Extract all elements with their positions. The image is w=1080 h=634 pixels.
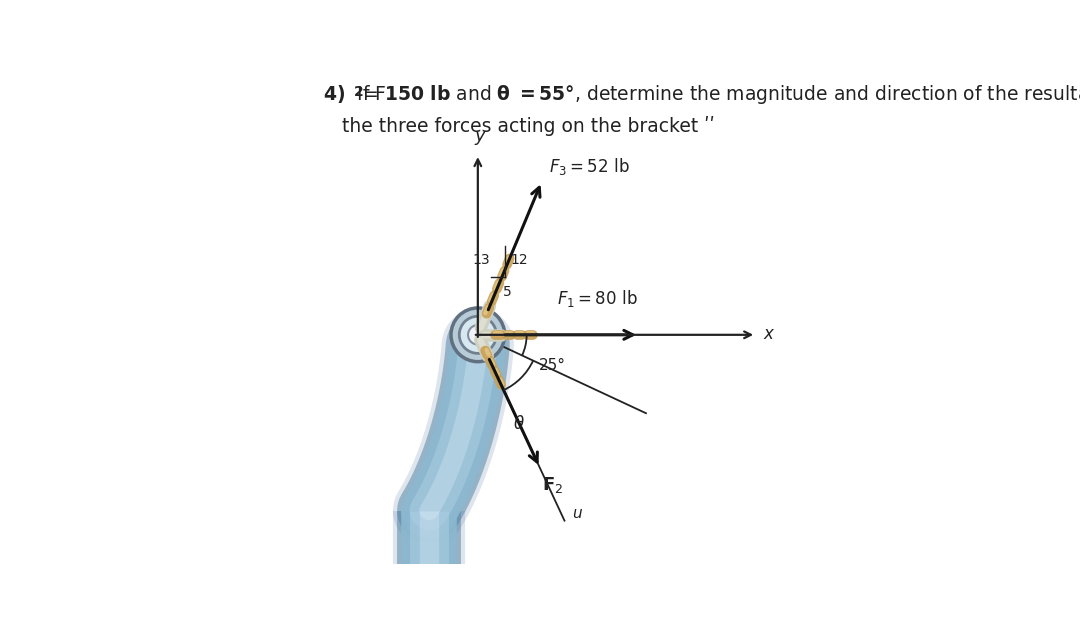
Ellipse shape <box>409 603 449 614</box>
Ellipse shape <box>402 608 456 623</box>
FancyBboxPatch shape <box>389 623 469 634</box>
Text: $\theta$: $\theta$ <box>513 415 525 434</box>
Circle shape <box>468 325 487 345</box>
Text: 12: 12 <box>511 252 528 266</box>
Text: 5: 5 <box>502 285 511 299</box>
Text: $x$: $x$ <box>764 325 775 343</box>
Text: $\mathbf{F}_2$: $\mathbf{F}_2$ <box>542 475 564 495</box>
Text: 13: 13 <box>472 252 490 266</box>
Text: = $\mathbf{150\ lb}$ and $\mathbf{\theta}$ $\mathbf{= 55°}$, determine the magni: = $\mathbf{150\ lb}$ and $\mathbf{\theta… <box>356 84 1080 107</box>
Ellipse shape <box>409 592 449 600</box>
Text: $\mathit{F}_1 = 80\ \mathrm{lb}$: $\mathit{F}_1 = 80\ \mathrm{lb}$ <box>557 288 638 309</box>
Circle shape <box>451 308 504 361</box>
Circle shape <box>459 316 497 353</box>
Text: $\mathbf{2}$: $\mathbf{2}$ <box>353 85 364 99</box>
Text: $\mathit{F}_3 = 52\ \mathrm{lb}$: $\mathit{F}_3 = 52\ \mathrm{lb}$ <box>549 156 630 177</box>
Text: $\mathbf{4)}$  If F: $\mathbf{4)}$ If F <box>323 84 387 105</box>
Text: the three forces acting on the bracket ʹʹ: the three forces acting on the bracket ʹ… <box>341 116 714 136</box>
Text: 25°: 25° <box>539 358 566 373</box>
Text: $u$: $u$ <box>571 506 583 521</box>
Ellipse shape <box>409 589 449 603</box>
Text: $y$: $y$ <box>474 129 487 147</box>
